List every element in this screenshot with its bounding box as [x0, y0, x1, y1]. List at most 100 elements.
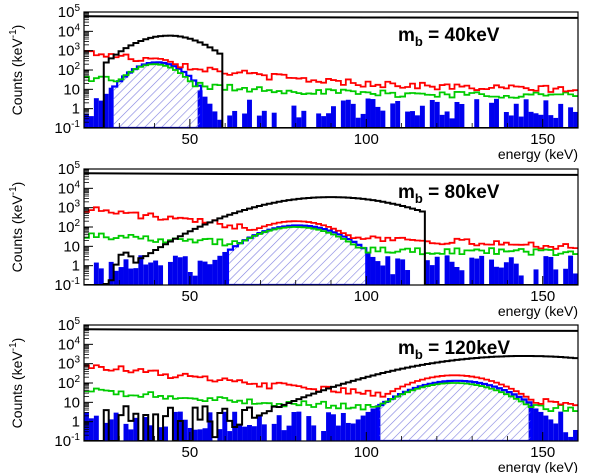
ytick-label: 102 [58, 218, 81, 236]
series-line [84, 63, 578, 99]
bar [503, 262, 509, 285]
bar [538, 411, 544, 441]
signal-peak [111, 61, 203, 128]
bar [118, 267, 124, 285]
bar [400, 259, 406, 285]
ytick-label: 105 [58, 3, 81, 21]
bar [202, 96, 208, 128]
bar [568, 436, 574, 441]
bar [326, 113, 331, 128]
series-line [84, 34, 578, 128]
bar [212, 111, 218, 128]
bar [355, 117, 361, 128]
bar [222, 411, 228, 441]
bar [459, 103, 465, 128]
bar [286, 425, 292, 441]
bar [133, 417, 139, 441]
signal-peak [377, 379, 533, 441]
bar [543, 256, 549, 285]
bar [405, 111, 411, 128]
bar [424, 260, 430, 285]
bar [192, 275, 198, 285]
ytick-label: 10-1 [54, 119, 80, 137]
bar [429, 99, 435, 128]
bar [489, 259, 495, 285]
bar [331, 106, 336, 128]
x-axis-label: energy (keV) [498, 303, 578, 319]
bar [370, 256, 376, 285]
bar [489, 102, 495, 128]
xtick-label: 150 [530, 444, 555, 461]
bar [573, 273, 578, 285]
bar [508, 115, 514, 128]
mass-annotation: mb = 80keV [398, 182, 500, 206]
xtick-label: 50 [182, 444, 199, 461]
bar [321, 431, 327, 441]
bar [202, 428, 208, 441]
ytick-label: 10 [63, 81, 80, 98]
bar [568, 255, 574, 285]
bar [563, 432, 569, 441]
bar [419, 105, 425, 128]
continuum-line [84, 172, 578, 176]
bar [177, 257, 183, 285]
bar [573, 111, 578, 128]
bar [207, 103, 213, 128]
ytick-label: 104 [58, 335, 81, 353]
bar [449, 118, 455, 128]
bar [88, 116, 94, 128]
plot-area [84, 15, 578, 128]
bar [143, 417, 149, 441]
bar [390, 103, 396, 128]
bar [340, 412, 346, 441]
bar [212, 259, 218, 285]
bar [242, 426, 248, 441]
bar [172, 255, 178, 285]
bar [414, 115, 420, 128]
mass-annotation: mb = 120keV [398, 338, 510, 362]
bar [311, 425, 317, 441]
bar [153, 260, 159, 285]
bar [558, 103, 564, 128]
mass-annotation: mb = 40keV [398, 25, 500, 49]
plot-area [84, 328, 578, 441]
bar [365, 253, 371, 285]
bar [533, 113, 539, 128]
bar [197, 429, 203, 441]
blue-bars [84, 87, 578, 128]
bar [148, 425, 154, 441]
bar [207, 264, 213, 285]
series-line [84, 382, 578, 412]
bar [251, 426, 257, 441]
bar [247, 99, 252, 128]
bar [88, 418, 94, 441]
bar [158, 427, 164, 441]
xtick-label: 50 [182, 288, 199, 305]
bar [474, 99, 480, 128]
bar [335, 425, 341, 441]
bar [84, 412, 89, 441]
ytick-label: 105 [58, 316, 81, 334]
bar [548, 256, 554, 285]
xtick-label: 100 [354, 131, 379, 148]
x-axis-label: energy (keV) [498, 146, 578, 162]
ytick-label: 102 [58, 61, 81, 79]
bar [172, 411, 178, 441]
series-line [84, 196, 578, 285]
bar [192, 429, 198, 441]
bar [523, 99, 529, 128]
bar [350, 103, 356, 128]
bar [459, 270, 465, 285]
ytick-label: 103 [58, 199, 81, 217]
bar [563, 268, 569, 285]
bar [474, 258, 480, 285]
bar [316, 113, 322, 128]
bar [518, 275, 524, 285]
bar [429, 265, 435, 285]
bar [528, 111, 534, 128]
bar [296, 117, 302, 128]
bar [395, 100, 401, 128]
bar [518, 116, 524, 128]
